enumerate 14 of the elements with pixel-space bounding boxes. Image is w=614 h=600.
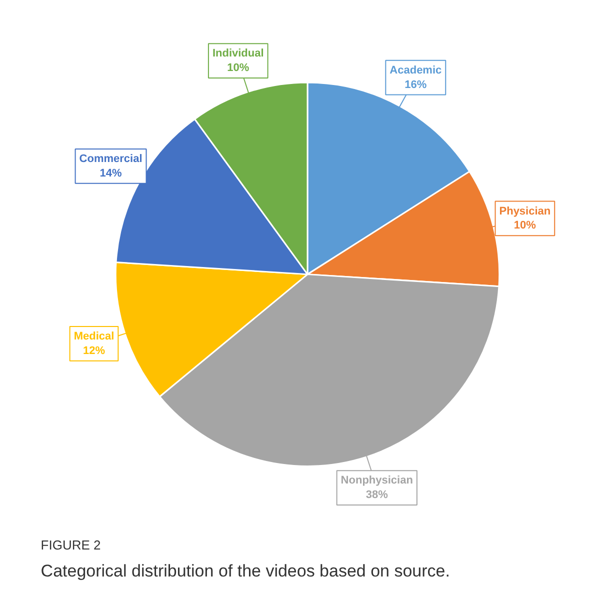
data-label: 12% [82, 344, 106, 357]
slice-label: Medical [74, 330, 114, 342]
slice-label: Academic [390, 64, 442, 76]
data-label: 10% [514, 220, 536, 232]
slice-label: Physician [499, 205, 551, 218]
slice-label: Nonphysician [340, 474, 414, 487]
caption: FIGURE 2 [40, 537, 101, 552]
slice-label: Individual [212, 48, 264, 60]
data-label: 14% [100, 167, 122, 180]
data-label: 16% [404, 78, 427, 91]
data-label: 10% [227, 62, 250, 74]
text: Categorical distribution of the videos based on source. [40, 561, 450, 580]
slice-label: Commercial [79, 152, 142, 165]
data-label: 38% [366, 489, 388, 502]
